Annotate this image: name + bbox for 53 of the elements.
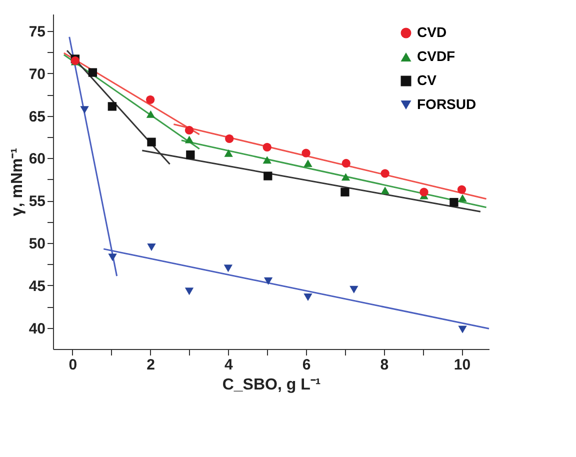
point xyxy=(304,294,312,302)
y-tick-label: 60 xyxy=(28,150,46,168)
point xyxy=(262,156,272,164)
x-tick-label: 4 xyxy=(224,356,234,374)
point xyxy=(224,264,233,272)
point xyxy=(420,188,428,196)
y-axis-title: γ, mNm⁻¹ xyxy=(8,148,26,216)
legend-label: CV xyxy=(417,72,438,88)
point xyxy=(342,158,350,168)
y-tick-label: 70 xyxy=(28,66,46,83)
legend-label: FORSUD xyxy=(417,96,476,112)
y-tick-label: 45 xyxy=(28,278,46,295)
point xyxy=(186,150,195,160)
point xyxy=(450,198,458,207)
x-tick-label: 10 xyxy=(454,356,471,374)
x-tick-label: 8 xyxy=(380,356,389,374)
point xyxy=(458,326,467,334)
point xyxy=(340,188,350,196)
point xyxy=(108,102,116,111)
point xyxy=(380,169,390,178)
point xyxy=(457,185,466,194)
x-axis-title: C_SBO, g L⁻¹ xyxy=(222,376,321,394)
point xyxy=(146,110,156,118)
point xyxy=(147,138,156,146)
point xyxy=(108,254,117,262)
y-tick-label: 40 xyxy=(28,320,46,338)
point xyxy=(458,194,467,202)
y-tick-label: 65 xyxy=(28,108,46,126)
point xyxy=(146,95,155,104)
point xyxy=(341,173,350,181)
legend-label: CVDF xyxy=(417,48,456,64)
y-tick-label: 50 xyxy=(28,235,46,252)
point xyxy=(147,243,156,251)
x-tick-label: 6 xyxy=(302,356,311,374)
point xyxy=(302,148,310,158)
point xyxy=(225,134,234,143)
legend-label: CVD xyxy=(417,24,447,40)
point xyxy=(264,172,272,180)
point xyxy=(264,277,273,285)
x-tick-label: 0 xyxy=(68,356,78,374)
point xyxy=(80,106,89,114)
point xyxy=(262,142,272,152)
point xyxy=(184,126,194,135)
point xyxy=(304,160,312,168)
point xyxy=(184,136,194,144)
point xyxy=(380,186,390,194)
point xyxy=(224,149,233,157)
y-tick-label: 55 xyxy=(28,193,46,210)
point xyxy=(88,68,98,77)
point xyxy=(184,288,194,296)
x-tick-label: 2 xyxy=(146,356,155,374)
y-tick-label: 75 xyxy=(28,23,46,40)
point xyxy=(350,286,358,294)
